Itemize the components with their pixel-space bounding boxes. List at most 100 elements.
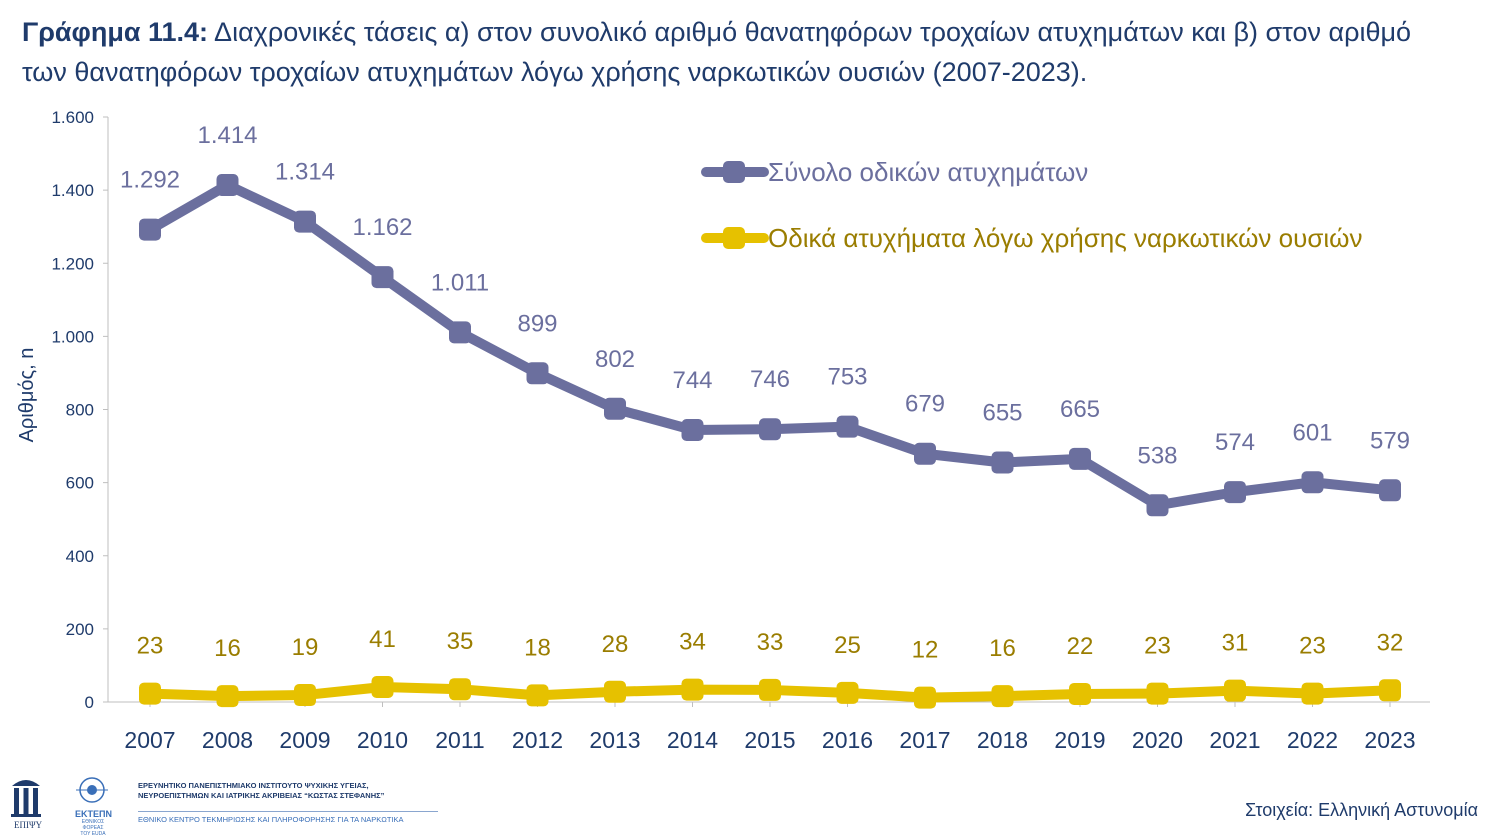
data-point bbox=[836, 681, 859, 704]
chart-axes: 0 200 400 600 800 1.000 1.200 1.400 1.600 Αριθμός… bbox=[16, 108, 1430, 753]
data-point bbox=[1301, 471, 1324, 494]
data-point bbox=[1224, 481, 1246, 504]
data-label: 12 bbox=[912, 637, 939, 664]
data-label: 41 bbox=[369, 626, 396, 653]
data-label: 753 bbox=[827, 364, 867, 391]
data-point bbox=[991, 685, 1014, 708]
data-label: 1.292 bbox=[120, 167, 180, 194]
data-label: 579 bbox=[1370, 427, 1410, 454]
data-label: 655 bbox=[982, 400, 1022, 427]
data-point bbox=[1224, 679, 1246, 702]
institute-line-1: ΕΡΕΥΝΗΤΙΚΟ ΠΑΝΕΠΙΣΤΗΜΙΑΚΟ ΙΝΣΤΙΤΟΥΤΟ ΨΥΧ… bbox=[138, 781, 369, 790]
data-labels: 1.292 1.414 1.314 1.162 1.011 899 802 744 746 753… bbox=[120, 122, 1410, 664]
data-label: 1.314 bbox=[275, 159, 335, 186]
x-tick-label: 2012 bbox=[512, 727, 563, 753]
x-tick-label: 2015 bbox=[744, 727, 795, 753]
x-tick-label: 2019 bbox=[1054, 727, 1105, 753]
data-label: 33 bbox=[757, 629, 784, 656]
source-note: Στοιχεία: Ελληνική Αστυνομία bbox=[1245, 800, 1478, 820]
data-label: 28 bbox=[602, 631, 629, 658]
data-label: 34 bbox=[679, 629, 706, 656]
eppsy-logo bbox=[11, 780, 41, 817]
x-tick-label: 2023 bbox=[1364, 727, 1415, 753]
data-label: 19 bbox=[292, 634, 319, 661]
data-label: 23 bbox=[1144, 633, 1171, 660]
institute-subtitle: ΕΘΝΙΚΟ ΚΕΝΤΡΟ ΤΕΚΜΗΡΙΩΣΗΣ ΚΑΙ ΠΛΗΡΟΦΟΡΗΣ… bbox=[138, 815, 404, 824]
series-points bbox=[139, 174, 1401, 709]
legend-label: Σύνολο οδικών ατυχημάτων bbox=[768, 157, 1088, 187]
data-label: 18 bbox=[524, 634, 551, 661]
data-label: 665 bbox=[1060, 396, 1100, 423]
data-label: 23 bbox=[137, 633, 164, 660]
x-tick-label: 2008 bbox=[202, 727, 253, 753]
data-point bbox=[1069, 682, 1091, 705]
x-tick-label: 2016 bbox=[822, 727, 873, 753]
data-point bbox=[526, 362, 549, 385]
data-label: 574 bbox=[1215, 429, 1255, 456]
data-point bbox=[1146, 682, 1169, 705]
data-label: 22 bbox=[1067, 633, 1094, 660]
x-tick-label: 2013 bbox=[589, 727, 640, 753]
data-label: 601 bbox=[1292, 419, 1332, 446]
data-label: 744 bbox=[672, 367, 712, 394]
chart-legend: Σύνολο οδικών ατυχημάτων Οδικά ατυχήματα … bbox=[701, 157, 1362, 253]
data-point bbox=[294, 684, 316, 707]
x-tick-label: 2014 bbox=[667, 727, 718, 753]
y-axis-label: Αριθμός, n bbox=[16, 348, 38, 443]
eppsy-label: ΕΠΙΨΥ bbox=[14, 820, 43, 830]
chart-title-prefix: Γράφημα 11.4: bbox=[22, 17, 209, 47]
x-tick-label: 2009 bbox=[279, 727, 330, 753]
data-label: 16 bbox=[989, 635, 1016, 662]
data-point bbox=[1069, 447, 1091, 470]
chart-title: Γράφημα 11.4: Διαχρονικές τάσεις α) στον… bbox=[22, 12, 1462, 92]
data-point bbox=[759, 418, 781, 441]
data-label: 1.011 bbox=[431, 269, 489, 296]
data-label: 679 bbox=[905, 391, 945, 418]
y-tick-label: 800 bbox=[66, 401, 94, 420]
data-label: 746 bbox=[750, 366, 790, 393]
data-label: 538 bbox=[1137, 442, 1177, 469]
x-tick-label: 2021 bbox=[1209, 727, 1260, 753]
ektepn-logo bbox=[76, 777, 108, 803]
series-lines bbox=[145, 180, 1395, 703]
data-label: 1.162 bbox=[352, 214, 412, 241]
data-label: 31 bbox=[1222, 630, 1249, 657]
data-point bbox=[914, 686, 936, 709]
y-tick-label: 1.600 bbox=[51, 108, 94, 127]
y-tick-label: 0 bbox=[85, 693, 94, 712]
ektepn-sub: ΕΘΝΙΚΟΣ ΦΟΡΕΑΣ ΤΟΥ EUDA bbox=[80, 819, 106, 837]
data-point bbox=[604, 397, 626, 420]
chart-title-text: Διαχρονικές τάσεις α) στον συνολικό αριθ… bbox=[22, 17, 1412, 87]
data-label: 802 bbox=[595, 346, 635, 373]
x-tick-label: 2011 bbox=[435, 727, 484, 753]
legend-swatch-marker bbox=[723, 161, 745, 183]
x-tick-label: 2007 bbox=[124, 727, 175, 753]
data-point bbox=[139, 218, 161, 241]
data-point bbox=[371, 266, 394, 289]
data-label: 1.414 bbox=[197, 122, 257, 149]
data-point bbox=[216, 685, 239, 708]
data-label: 25 bbox=[834, 632, 861, 659]
data-point bbox=[371, 676, 394, 699]
institute-divider bbox=[138, 811, 438, 812]
data-point bbox=[759, 678, 781, 701]
data-point bbox=[991, 451, 1014, 474]
x-tick-label: 2022 bbox=[1287, 727, 1338, 753]
institute-line-2: ΝΕΥΡΟΕΠΙΣΤΗΜΩΝ ΚΑΙ ΙΑΤΡΙΚΗΣ ΑΚΡΙΒΕΙΑΣ “Κ… bbox=[138, 790, 385, 800]
data-point bbox=[836, 415, 859, 438]
x-tick-label: 2020 bbox=[1132, 727, 1183, 753]
data-point bbox=[449, 678, 471, 701]
x-tick-label: 2017 bbox=[899, 727, 950, 753]
data-point bbox=[526, 684, 549, 707]
data-point bbox=[1379, 479, 1401, 502]
legend-label: Οδικά ατυχήματα λόγω χρήσης ναρκωτικών ο… bbox=[768, 223, 1362, 253]
data-label: 32 bbox=[1377, 629, 1404, 656]
data-point bbox=[1379, 679, 1401, 702]
y-tick-label: 1.000 bbox=[51, 327, 94, 346]
institute-name: ΕΡΕΥΝΗΤΙΚΟ ΠΑΝΕΠΙΣΤΗΜΙΑΚΟ ΙΝΣΤΙΤΟΥΤΟ ΨΥΧ… bbox=[138, 781, 384, 800]
data-label: 16 bbox=[214, 635, 241, 662]
legend-swatch-marker bbox=[723, 227, 745, 249]
data-label: 23 bbox=[1299, 633, 1326, 660]
footer-logos bbox=[11, 777, 108, 817]
